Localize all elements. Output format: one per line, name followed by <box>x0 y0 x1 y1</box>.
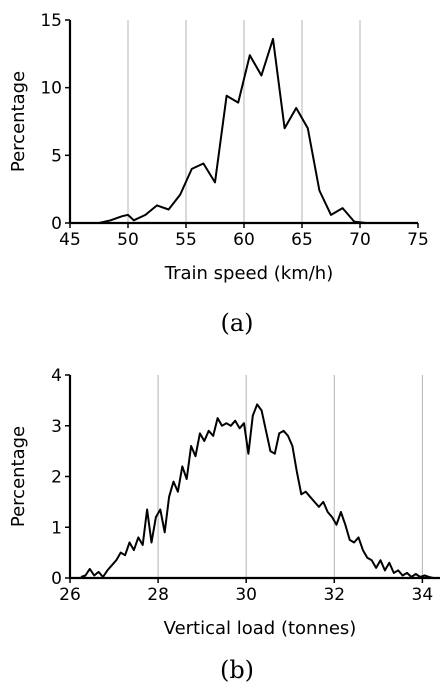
panel-b-y-tick-label: 2 <box>51 468 62 488</box>
panel-a-x-tick-label: 70 <box>349 230 371 250</box>
panel-a-x-tick-label: 60 <box>233 230 255 250</box>
panel-b-x-tick-label: 30 <box>235 585 257 605</box>
panel-a-y-tick-label: 5 <box>51 146 62 166</box>
panel-a-y-axis-label: Percentage <box>8 71 29 172</box>
panel-a-chart: 0 5 10 15 45 50 55 60 65 70 75 Train speed (km/h) Pe… <box>8 11 429 284</box>
panel-a-y-tick-label: 10 <box>40 79 62 99</box>
panel-b-label: (b) <box>220 656 254 684</box>
panel-a-y-tick-label: 15 <box>40 11 62 31</box>
panel-a-series-line <box>98 37 389 224</box>
panel-b-x-tick-label: 26 <box>59 585 81 605</box>
panel-b-x-tick-label: 32 <box>323 585 345 605</box>
panel-b-y-tick-label: 3 <box>51 417 62 437</box>
panel-b-x-tick-label: 28 <box>147 585 169 605</box>
panel-a-label: (a) <box>220 309 253 337</box>
panel-a-x-tick-label: 45 <box>59 230 81 250</box>
panel-b-y-tick-label: 0 <box>51 569 62 589</box>
panel-b-x-axis-label: Vertical load (tonnes) <box>164 618 357 639</box>
panel-b-y-tick-label: 1 <box>51 518 62 538</box>
panel-b-series-line <box>80 403 434 579</box>
panel-b-y-axis-label: Percentage <box>8 426 29 527</box>
panel-a-y-tick-label: 0 <box>51 214 62 234</box>
panel-a-x-tick-label: 50 <box>117 230 139 250</box>
panel-a-x-tick-label: 65 <box>291 230 313 250</box>
panel-b-x-tick-label: 34 <box>412 585 434 605</box>
panel-a-x-axis-label: Train speed (km/h) <box>164 263 334 284</box>
panel-a-x-tick-label: 75 <box>407 230 429 250</box>
panel-b-y-tick-label: 4 <box>51 366 62 386</box>
panel-a-x-tick-label: 55 <box>175 230 197 250</box>
